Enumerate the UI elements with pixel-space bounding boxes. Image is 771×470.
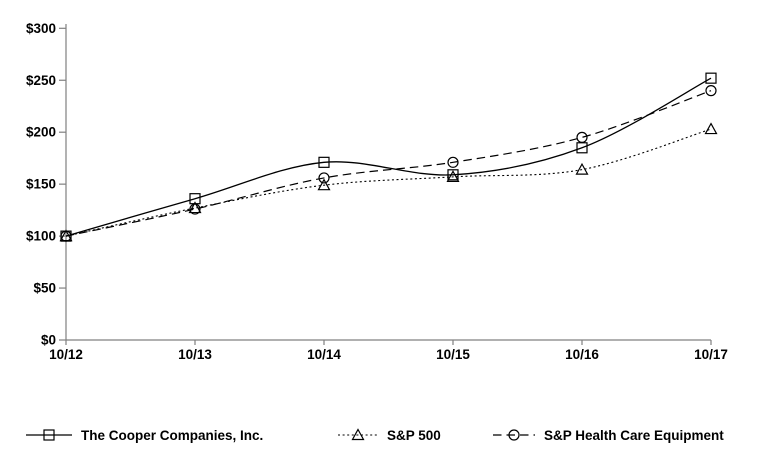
series-line-solid (65, 77, 712, 237)
x-axis-tick-label: 10/16 (565, 347, 599, 362)
circle-marker-icon (576, 131, 588, 143)
triangle-marker-icon (188, 201, 202, 214)
y-axis-tick-label: $200 (26, 125, 56, 140)
legend-marker-circle-dashed-line-icon (493, 429, 535, 441)
circle-marker-icon (189, 203, 201, 215)
triangle-marker-icon (704, 122, 718, 135)
y-axis-tick-label: $50 (33, 281, 56, 296)
y-axis-tick-label: $150 (26, 177, 56, 192)
line-chart-plot: $0 $50 $100 $150 $200 $250 $300 10/12 10/13 10/14… (26, 21, 728, 362)
square-marker-icon (318, 156, 330, 168)
square-marker-icon (43, 429, 55, 441)
legend-label-sp500: S&P 500 (387, 427, 441, 443)
x-axis-tick-label: 10/15 (436, 347, 470, 362)
circle-marker-icon (447, 156, 459, 168)
square-marker-icon (447, 169, 459, 181)
y-axis-tick-label: $0 (41, 333, 56, 348)
x-axis-tick-label: 10/12 (49, 347, 83, 362)
legend-item-sp500: S&P 500 (338, 424, 441, 446)
x-axis-tick-label: 10/14 (307, 347, 341, 362)
chart-legend: The Cooper Companies, Inc. S&P 500 S&P H… (0, 420, 771, 456)
square-marker-icon (705, 72, 717, 84)
triangle-marker-icon (317, 178, 331, 191)
legend-marker-square-solid-line-icon (26, 429, 72, 441)
series-line-dotted (65, 128, 712, 237)
legend-label-sp-health-care-equipment: S&P Health Care Equipment (544, 427, 724, 443)
triangle-marker-icon (446, 170, 460, 182)
x-axis-tick-label: 10/17 (694, 347, 728, 362)
circle-marker-icon (318, 172, 330, 184)
series-line-dashed (65, 90, 712, 237)
legend-item-sp-health-care-equipment: S&P Health Care Equipment (493, 424, 724, 446)
legend-label-cooper-companies: The Cooper Companies, Inc. (81, 427, 264, 443)
x-axis-tick-label: 10/13 (178, 347, 212, 362)
legend-item-cooper-companies: The Cooper Companies, Inc. (26, 424, 263, 446)
y-axis-tick-label: $300 (26, 21, 56, 36)
triangle-marker-icon (575, 162, 589, 175)
y-axis-tick-label: $100 (26, 229, 56, 244)
circle-marker-icon (508, 429, 520, 441)
triangle-marker-icon (351, 428, 365, 441)
circle-marker-icon (705, 85, 717, 97)
circle-marker-icon (60, 230, 72, 242)
legend-marker-triangle-dotted-line-icon (338, 428, 378, 441)
y-axis-tick-label: $250 (26, 73, 56, 88)
